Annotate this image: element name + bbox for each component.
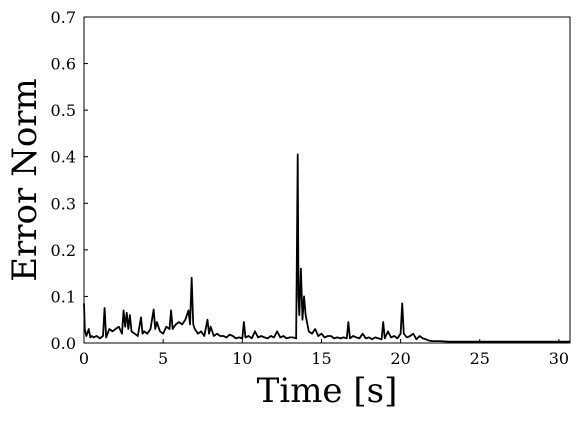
x-tick-label: 0: [79, 349, 89, 368]
x-tick-label: 10: [232, 349, 252, 368]
y-tick-label: 0.3: [51, 194, 76, 213]
y-tick-label: 0.7: [51, 8, 76, 27]
x-tick-label: 25: [470, 349, 490, 368]
plot-frame: [83, 16, 571, 344]
y-tick-label: 0.0: [51, 334, 76, 353]
series-line: [83, 153, 570, 343]
x-tick-label: 30: [549, 349, 569, 368]
y-tick-label: 0.1: [51, 287, 76, 306]
x-tick-label: 5: [158, 349, 168, 368]
y-tick-label: 0.4: [51, 148, 76, 167]
y-axis-title: Error Norm: [5, 78, 45, 282]
y-tick-label: 0.2: [51, 241, 76, 260]
x-tick-label: 20: [390, 349, 410, 368]
x-axis-title: Time [s]: [257, 371, 398, 411]
y-tick-label: 0.5: [51, 101, 76, 120]
y-tick-label: 0.6: [51, 55, 76, 74]
x-tick-label: 15: [311, 349, 331, 368]
series-layer: [83, 153, 570, 343]
ticks-layer: 0 5 10 15 20 25 30 0.0 0.1 0.2 0.3 0.4 0.5 0.6 0.7: [51, 8, 570, 368]
